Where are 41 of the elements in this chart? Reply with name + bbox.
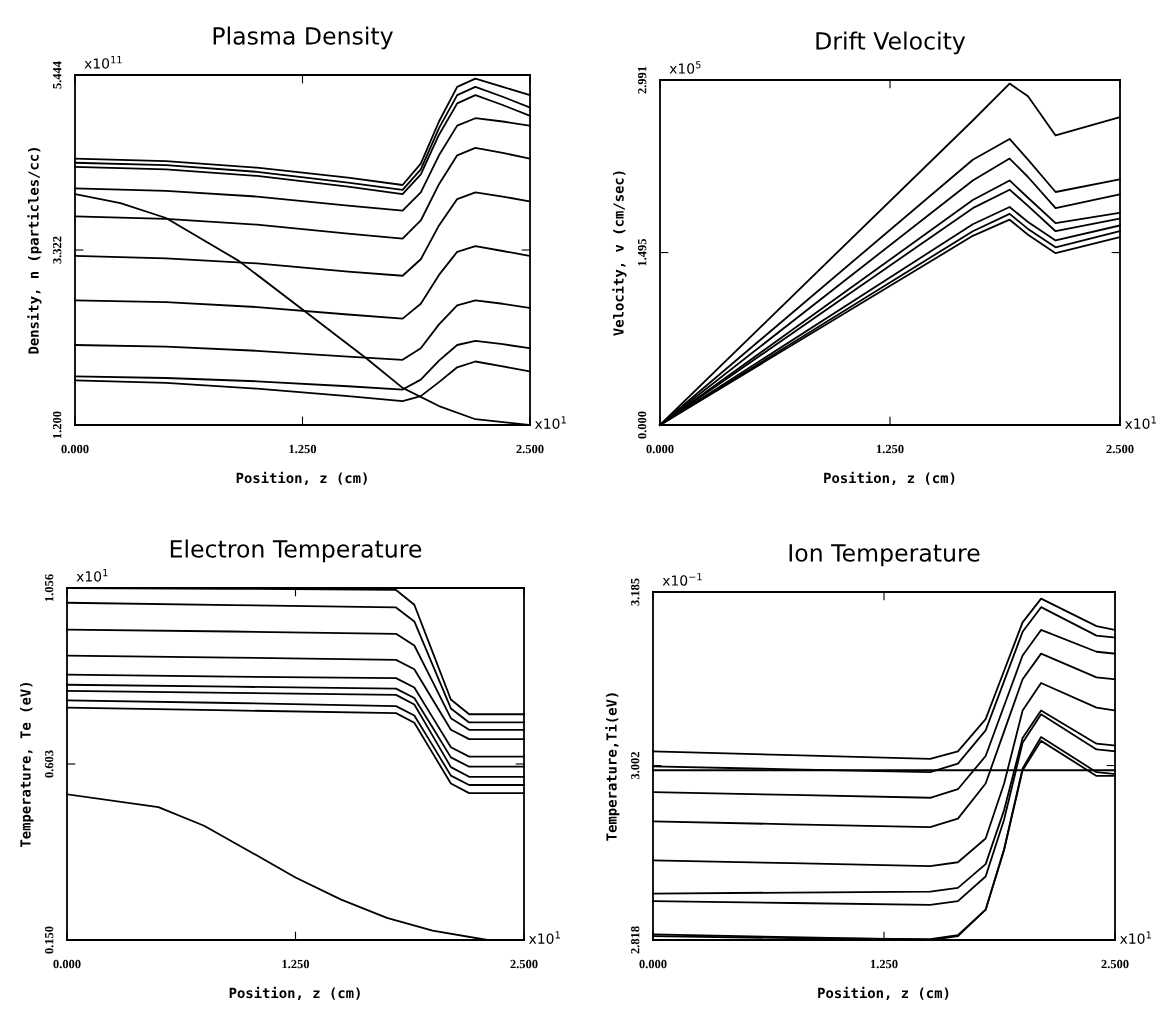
text: x10$^{1}$ (1125, 416, 1156, 429)
y-tick-label: 2.818 (630, 926, 640, 954)
x-axis-title: Position, z (cm) (236, 471, 367, 485)
y-tick-label: 5.444 (53, 61, 62, 89)
x-tick-label: 1.250 (876, 444, 904, 454)
x-axis-title: Position, z (cm) (818, 986, 949, 1000)
y-tick-label: 3.322 (52, 236, 62, 264)
y-tick-label: 0.603 (44, 750, 54, 778)
x-tick-label: 1.250 (289, 444, 317, 454)
y-axis-title: Velocity, v (cm/sec) (612, 171, 627, 336)
x-axis-title: Position, z (cm) (229, 986, 360, 1000)
chart-title: Electron Temperature (170, 539, 422, 563)
text: x10$^{5}$ (669, 61, 701, 74)
y-axis-title: Temperature, Te (eV) (20, 682, 34, 848)
text: x10$^{−1}$ (662, 573, 702, 586)
chart-title: Ion Temperature (789, 544, 980, 567)
x-tick-label: 1.250 (282, 959, 310, 969)
chart-title: Plasma Density (213, 26, 393, 50)
y-tick-label: 3.002 (630, 752, 640, 780)
text: x10$^{1}$ (1120, 931, 1151, 944)
y-tick-label: 0.150 (44, 926, 54, 954)
x-tick-label: 0.000 (61, 444, 89, 454)
x-tick-label: 2.500 (1106, 444, 1134, 454)
text: x10$^{11}$ (84, 56, 122, 69)
text: x10$^{1}$ (534, 416, 566, 429)
x-tick-label: 1.250 (870, 959, 898, 969)
text: x10$^{1}$ (528, 931, 560, 944)
x-axis-title: Position, z (cm) (824, 471, 955, 485)
y-axis-title: Temperature,Ti(eV) (605, 693, 620, 841)
y-axis-title: Density, n (particles/cc) (27, 148, 42, 354)
y-tick-label: 3.185 (630, 578, 640, 606)
y-tick-label: 1.200 (52, 411, 62, 439)
y-tick-label: 2.991 (637, 66, 647, 94)
x-tick-label: 2.500 (516, 444, 544, 454)
x-tick-label: 0.000 (646, 444, 674, 454)
chart-title: Drift Velocity (816, 31, 966, 55)
x-tick-label: 2.500 (510, 959, 538, 969)
text: x10$^{1}$ (76, 569, 108, 582)
y-tick-label: 1.495 (637, 238, 647, 266)
y-tick-label: 1.056 (44, 574, 54, 602)
x-tick-label: 2.500 (1101, 959, 1129, 969)
